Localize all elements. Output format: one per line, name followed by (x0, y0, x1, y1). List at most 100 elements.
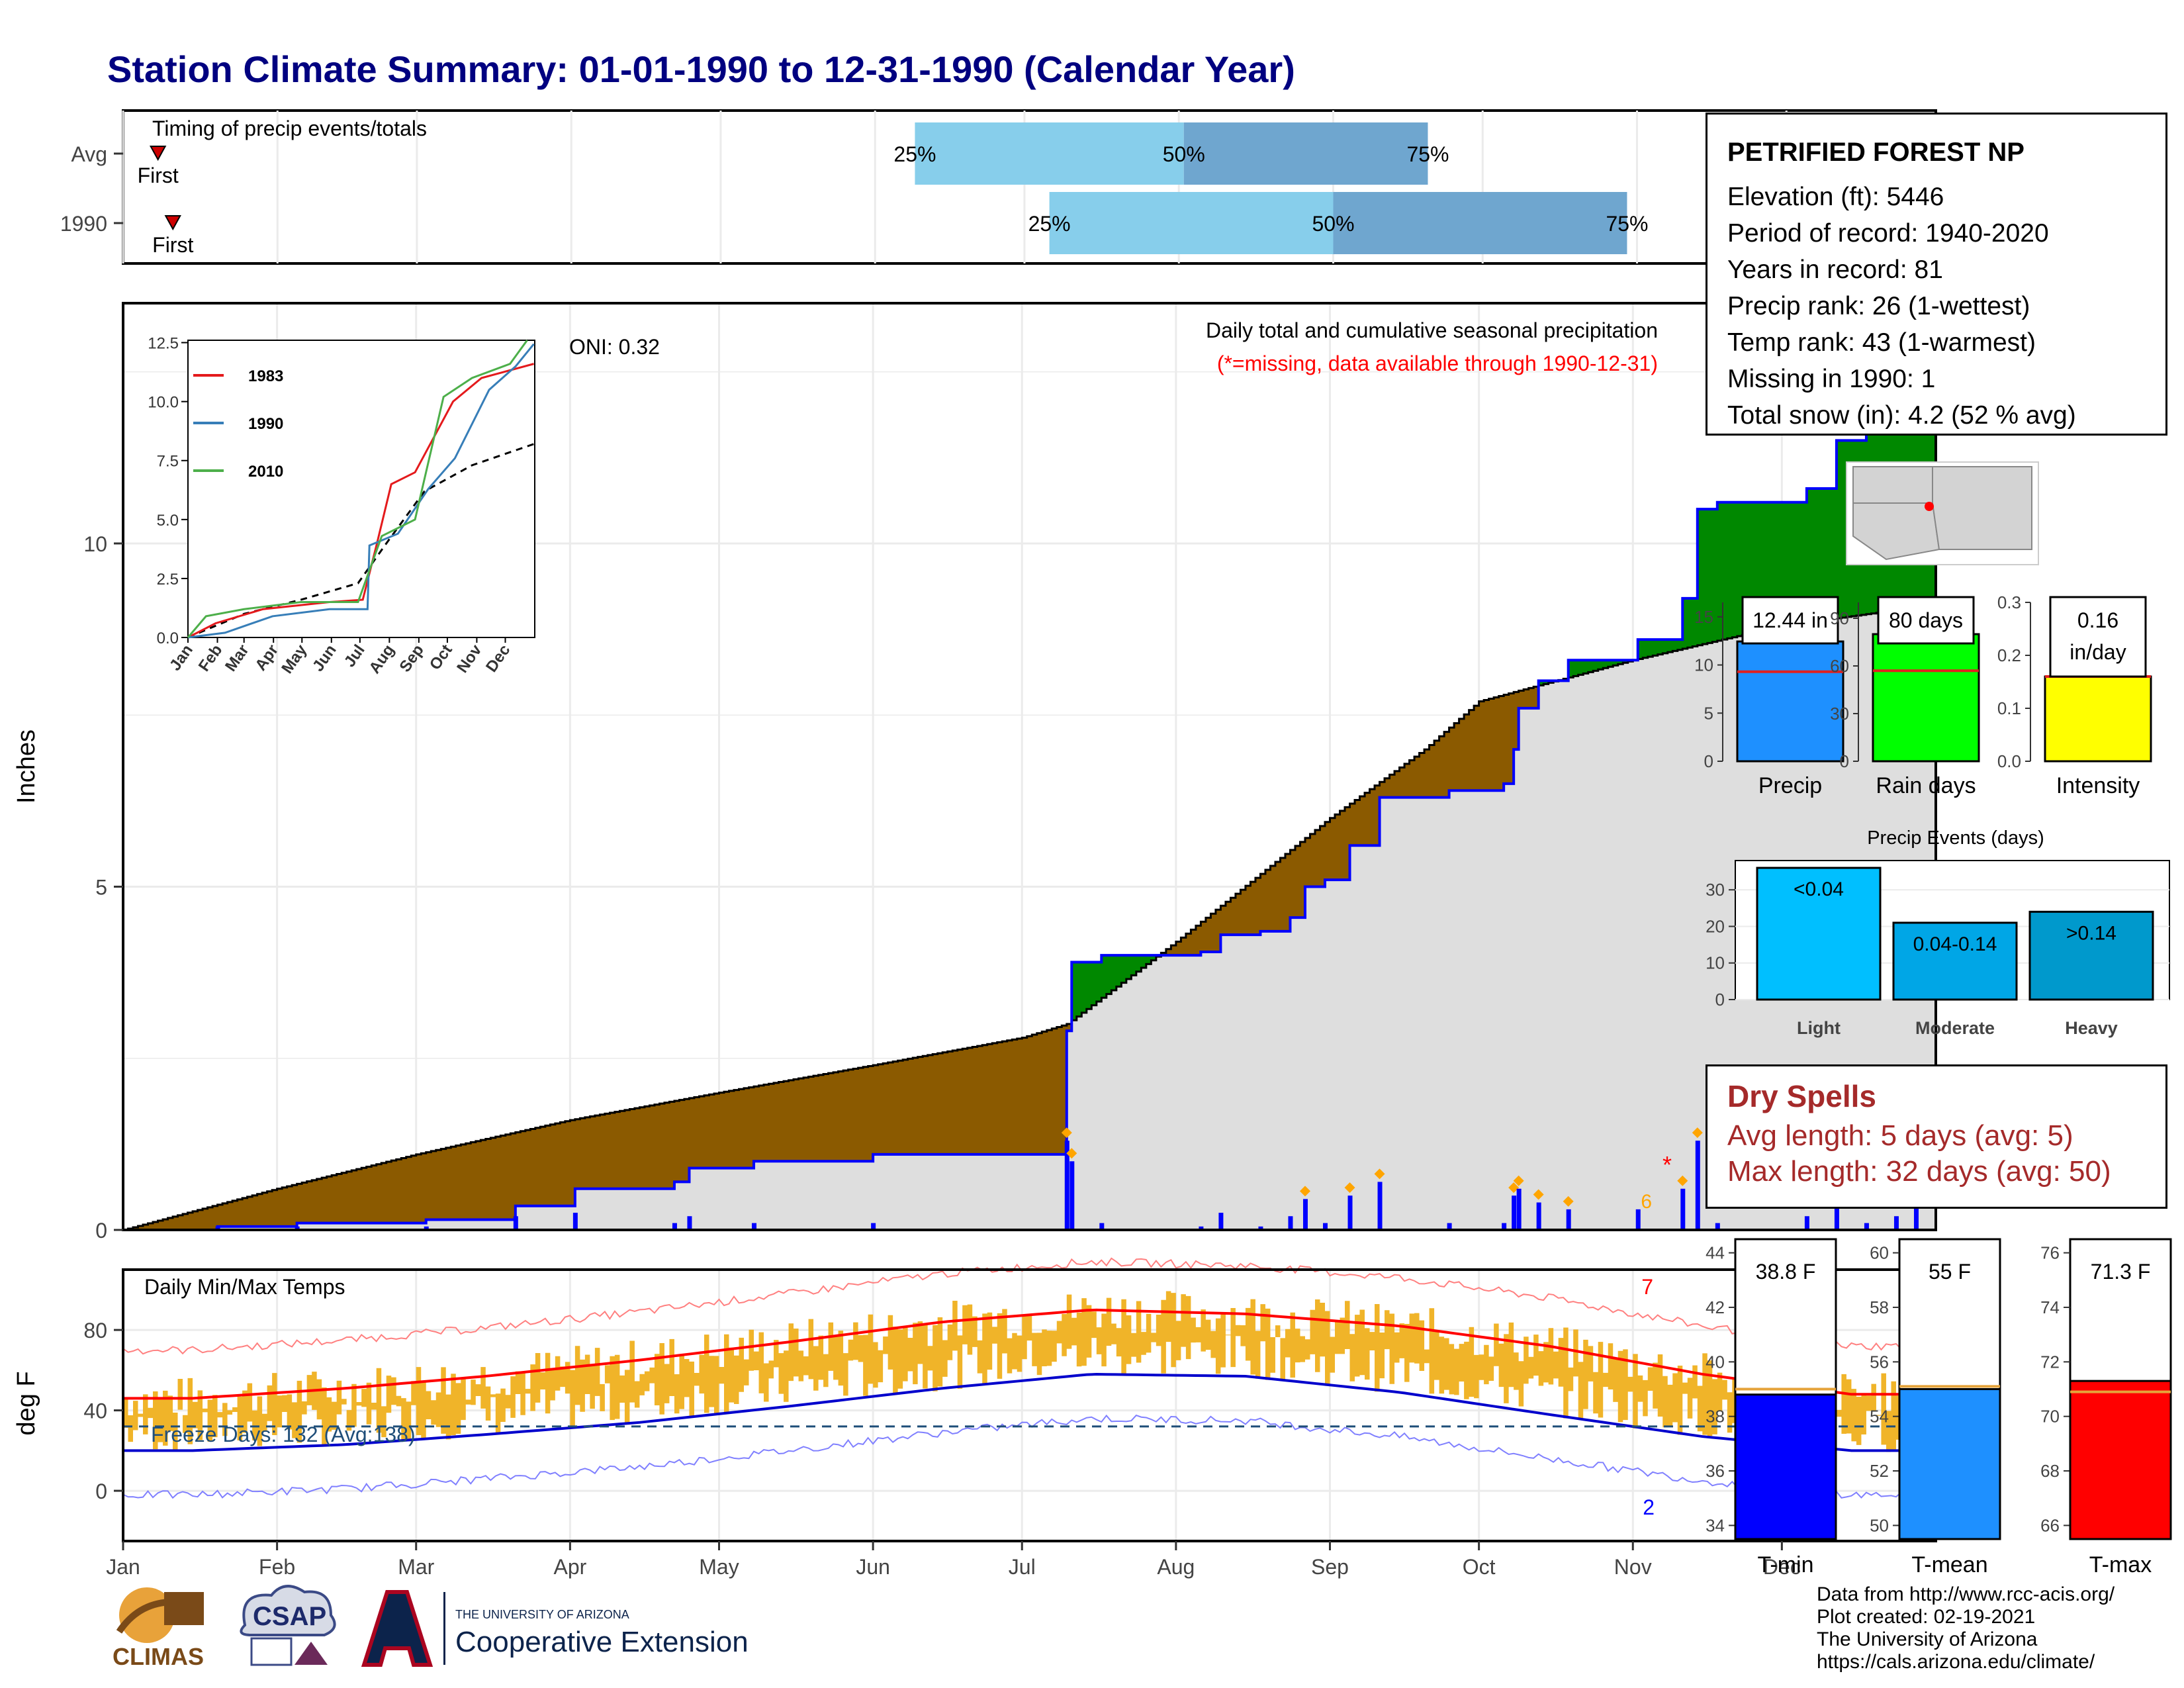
daily-precip-bar (1804, 1216, 1809, 1230)
event-marker (1563, 1196, 1574, 1207)
temp-summary-ytick-label: 42 (1706, 1297, 1725, 1317)
first-marker (164, 215, 181, 231)
month-label: Mar (398, 1555, 434, 1579)
daily-precip-bar (1536, 1202, 1541, 1230)
summary-ytick-label: 90 (1830, 608, 1849, 628)
temp-ytick-label: 40 (83, 1399, 107, 1423)
temp-summary-bar-t-min (1734, 1393, 1837, 1540)
csap-logo: CSAP (240, 1585, 336, 1666)
temp-summary-ytick-label: 56 (1870, 1352, 1889, 1372)
event-category-label: Moderate (1915, 1018, 1995, 1038)
event-marker (1508, 1182, 1520, 1194)
daily-precip-bar (1635, 1209, 1641, 1230)
first-label: First (152, 233, 193, 257)
missing-star: * (1662, 1151, 1672, 1178)
daily-precip-bar (1199, 1226, 1204, 1230)
first-marker (149, 146, 167, 162)
summary-ytick-label: 0.0 (1997, 751, 2021, 771)
inset-legend-label: 1983 (248, 367, 283, 385)
month-label: Aug (1157, 1555, 1195, 1579)
month-label: Nov (1614, 1555, 1652, 1579)
inset-ytick-label: 5.0 (157, 512, 179, 530)
temp-summary-ytick-label: 70 (2040, 1407, 2060, 1427)
daily-precip-bar (871, 1223, 876, 1230)
month-label: Jan (106, 1555, 140, 1579)
daily-precip-bar (1218, 1213, 1224, 1230)
summary-ytick-label: 10 (1694, 655, 1713, 675)
station-info-box: PETRIFIED FOREST NP Elevation (ft): 5446… (1706, 113, 2167, 436)
station-precip-rank: Precip rank: 26 (1-wettest) (1727, 292, 2030, 320)
map-state (1852, 466, 1933, 504)
precip-ylabel: Inches (13, 729, 40, 804)
station-elevation: Elevation (ft): 5446 (1727, 183, 1944, 211)
daily-precip-bar (1099, 1223, 1105, 1230)
temp-summary-value-label: 38.8 F (1756, 1260, 1816, 1284)
summary-value-box (1741, 596, 1839, 645)
summary-value-label: in/day (2070, 640, 2126, 664)
event-bar-heavy (2028, 910, 2154, 1001)
timing-label: Timing of precip events/totals (152, 117, 427, 140)
daily-precip-bar (1258, 1226, 1263, 1230)
record-low-count: 2 (1643, 1495, 1655, 1519)
record-high-count: 7 (1641, 1275, 1653, 1299)
dry-spells-avg: Avg length: 5 days (avg: 5) (1727, 1119, 2073, 1152)
summary-ytick-label: 30 (1830, 704, 1849, 724)
logos: CLIMAS CSAP THE UNIVERSITY OF ARIZONA Co… (113, 1585, 749, 1670)
daily-precip-bar (215, 1226, 220, 1230)
station-years: Years in record: 81 (1727, 256, 1943, 284)
precip-ytick-label: 5 (95, 875, 107, 899)
month-label: Oct (1463, 1555, 1496, 1579)
month-label: Feb (259, 1555, 295, 1579)
event-marker (1692, 1127, 1703, 1139)
dry-spells-box: Dry Spells Avg length: 5 days (avg: 5) M… (1706, 1064, 2167, 1209)
daily-precip-bar (295, 1226, 300, 1230)
summary-value-label: 0.16 (2077, 608, 2118, 632)
inset-line-2010 (187, 340, 528, 638)
daily-precip-bar (1512, 1196, 1517, 1230)
timing-p25-label: 25% (893, 142, 936, 166)
daily-precip-bar (1695, 1141, 1700, 1230)
daily-precip-bar (1064, 1141, 1069, 1230)
daily-temp-bars (123, 1291, 1936, 1452)
record-low-line (122, 1414, 1931, 1499)
daily-precip-bar (672, 1223, 677, 1230)
daily-precip-bar (1347, 1196, 1353, 1230)
summary-bar-rain-days (1872, 633, 1980, 763)
map-state (1932, 466, 2032, 550)
temp-ytick-label: 80 (83, 1319, 107, 1342)
event-category-label: Heavy (2065, 1018, 2118, 1038)
temp-summary-ytick-label: 52 (1870, 1461, 1889, 1481)
climas-text: CLIMAS (113, 1643, 204, 1670)
event-bar-label: 0.04-0.14 (1913, 933, 1997, 955)
summary-ytick-label: 0.1 (1997, 698, 2021, 718)
month-label: May (699, 1555, 739, 1579)
temp-summary-ytick-label: 60 (1870, 1243, 1889, 1263)
precip-ytick-label: 0 (95, 1219, 107, 1243)
daily-precip-bar (1680, 1188, 1686, 1230)
station-location-dot (1925, 502, 1934, 511)
event-marker (1299, 1186, 1310, 1197)
inset-legend-label: 1990 (248, 415, 283, 433)
event-marker (1374, 1168, 1385, 1180)
summary-bar-precip (1736, 640, 1844, 763)
credit-line: Plot created: 02-19-2021 (1817, 1606, 2036, 1628)
temp-summary-ytick-label: 34 (1706, 1515, 1725, 1535)
event-bar-label: >0.14 (2066, 922, 2116, 944)
temp-label: Daily Min/Max Temps (144, 1275, 345, 1299)
inset-panel (187, 340, 535, 638)
timing-p75-label: 75% (1606, 212, 1648, 236)
timing-bar-q1 (915, 122, 1184, 185)
summary-ytick-label: 0 (1840, 751, 1849, 771)
dry-spells-title: Dry Spells (1727, 1079, 1876, 1113)
events-ytick-label: 20 (1706, 916, 1725, 936)
daily-precip-bar (424, 1226, 429, 1230)
precip-deficit-area (128, 679, 1569, 1230)
timing-p75-label: 75% (1406, 142, 1449, 166)
temp-summary-name: T-min (1758, 1552, 1814, 1577)
inset-line-1990 (187, 343, 535, 639)
temp-summary-ytick-label: 40 (1706, 1352, 1725, 1372)
temp-summary-ytick-label: 72 (2040, 1352, 2060, 1372)
inset-ytick-label: 10.0 (148, 394, 179, 412)
daily-precip-bar (687, 1216, 692, 1230)
avg-min-line (123, 1373, 1931, 1452)
